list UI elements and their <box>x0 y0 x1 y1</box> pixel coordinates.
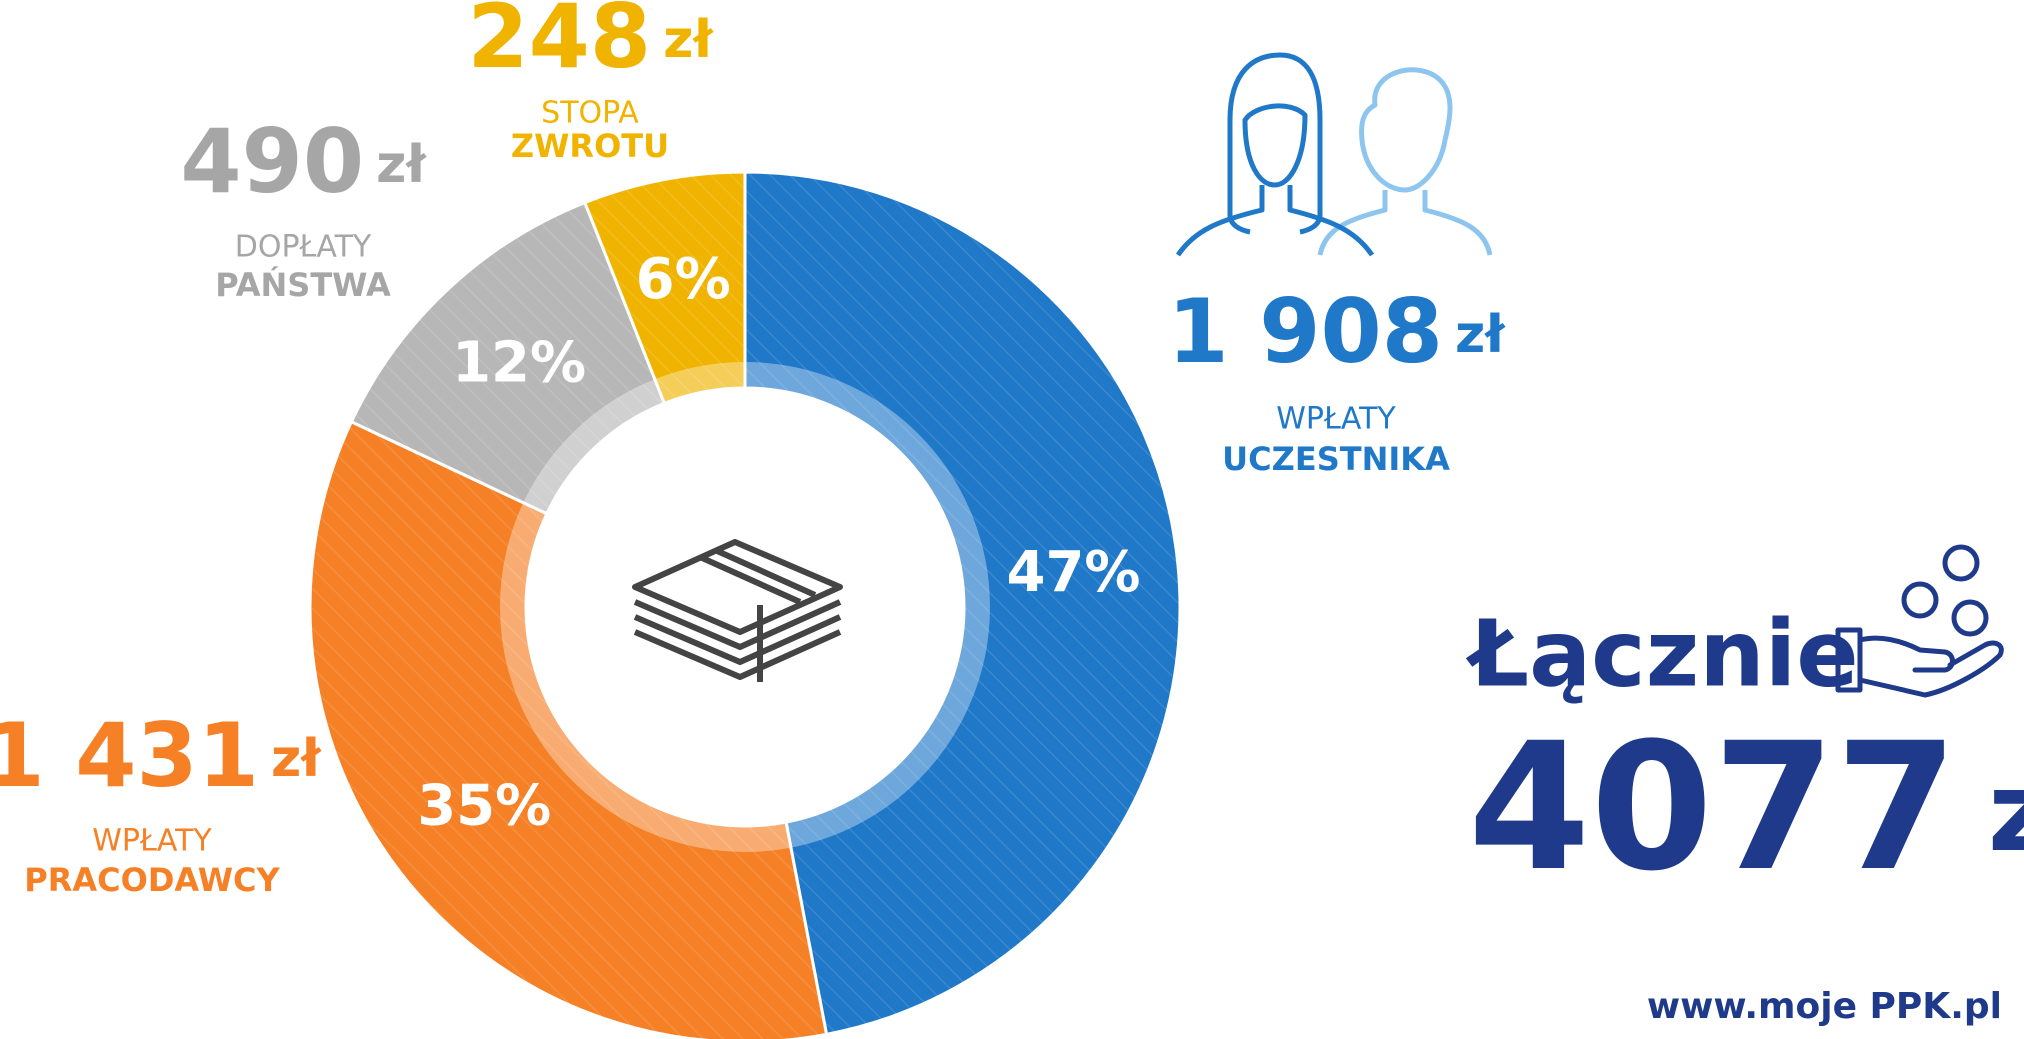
percent-label: 35% <box>417 773 551 838</box>
amount-label: 490 zł <box>180 110 427 213</box>
amount-value: 248 <box>467 0 651 88</box>
category-line-1: DOPŁATY <box>235 230 372 265</box>
percent-label: 47% <box>1007 540 1141 605</box>
category-line-2: UCZESTNIKA <box>1222 440 1450 478</box>
amount-unit: zł <box>271 729 322 789</box>
amount-label: 1 431 zł <box>0 704 322 807</box>
total-unit: zł <box>1988 748 2024 876</box>
category-line-2: PAŃSTWA <box>215 266 391 304</box>
amount-value: 490 <box>180 110 364 213</box>
percent-label: 12% <box>452 331 586 396</box>
amount-unit: zł <box>376 135 427 195</box>
money-icon <box>632 539 843 682</box>
hand-coins-icon <box>1835 544 2004 698</box>
category-line-2: PRACODAWCY <box>24 861 280 899</box>
category-line-2: ZWROTU <box>511 127 669 165</box>
total-title: Łącznie <box>1465 600 1859 707</box>
amount-label: 1 908 zł <box>1167 280 1506 383</box>
people-icon <box>1175 52 1493 257</box>
total-value: 4077 <box>1468 705 1958 910</box>
category-line-1: WPŁATY <box>92 824 212 859</box>
amount-unit: zł <box>663 10 714 70</box>
amount-unit: zł <box>1455 305 1506 365</box>
category-line-1: WPŁATY <box>1276 402 1396 437</box>
footer-url: www.moje PPK.pl <box>1647 986 2002 1027</box>
category-line-1: STOPA <box>541 96 639 131</box>
inner-ring <box>500 362 990 852</box>
amount-label: 248 zł <box>467 0 714 88</box>
amount-value: 1 431 <box>0 704 259 807</box>
percent-label: 6% <box>636 247 731 312</box>
total-amount: 4077zł <box>1468 705 2024 910</box>
amount-value: 1 908 <box>1167 280 1443 383</box>
donut-hole <box>526 388 964 826</box>
